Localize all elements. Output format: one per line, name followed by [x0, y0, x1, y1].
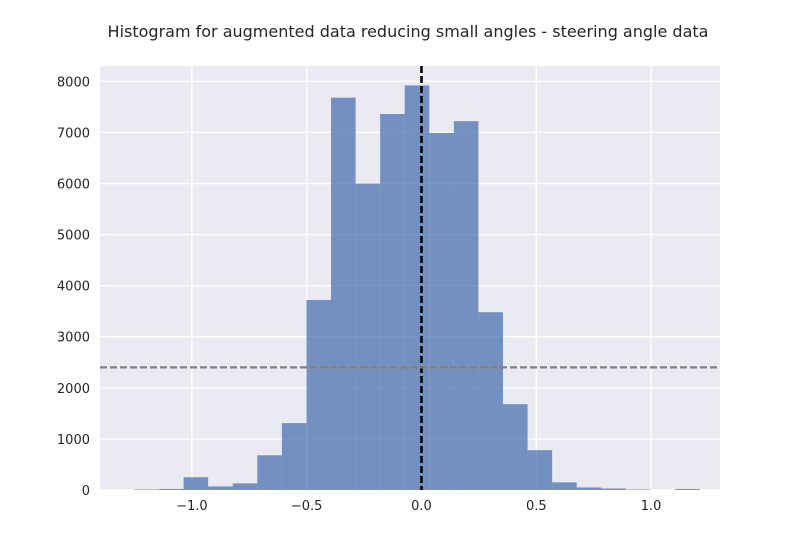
y-tick-label: 4000	[57, 280, 90, 295]
y-tick-label: 3000	[57, 331, 90, 346]
histogram-bar	[331, 97, 356, 490]
x-tick-label: 1.0	[641, 499, 662, 514]
histogram-bar	[503, 404, 528, 490]
histogram-bar	[527, 450, 553, 490]
histogram-bar	[257, 455, 282, 490]
y-tick-label: 7000	[57, 126, 90, 141]
histogram-bar	[380, 114, 405, 490]
x-tick-label: 0.0	[411, 499, 432, 514]
histogram-bar	[576, 487, 602, 490]
y-tick-label: 5000	[57, 229, 90, 244]
histogram-bar	[674, 488, 700, 490]
histogram-bar	[281, 423, 307, 490]
histogram-bar	[625, 489, 651, 490]
histogram-bar	[232, 483, 258, 490]
histogram-bars	[134, 85, 700, 491]
histogram-bar	[404, 85, 430, 490]
chart-title: Histogram for augmented data reducing sm…	[108, 22, 709, 41]
histogram-bar	[552, 482, 577, 490]
reference-lines	[100, 66, 720, 490]
histogram-bar	[159, 488, 184, 490]
x-tick-label: −0.5	[291, 499, 323, 514]
y-tick-label: 0	[82, 484, 90, 499]
y-tick-label: 6000	[57, 177, 90, 192]
y-tick-label: 2000	[57, 382, 90, 397]
histogram-bar	[208, 486, 233, 490]
x-tick-label: 0.5	[526, 499, 547, 514]
histogram-bar	[429, 132, 454, 491]
histogram-bar	[453, 121, 479, 490]
histogram-bar	[601, 488, 626, 490]
histogram-bar	[478, 312, 503, 490]
histogram-bar	[306, 299, 332, 490]
histogram-bar	[134, 489, 160, 490]
x-axis-ticks: −1.0 −0.5 0.0 0.5 1.0	[176, 499, 661, 514]
histogram-bar	[183, 477, 209, 490]
y-axis-ticks: 0 1000 2000 3000 4000 5000 6000 7000 8000	[57, 75, 90, 499]
y-tick-label: 1000	[57, 433, 90, 448]
x-tick-label: −1.0	[176, 499, 208, 514]
y-tick-label: 8000	[57, 75, 90, 90]
histogram-bar	[355, 183, 381, 491]
